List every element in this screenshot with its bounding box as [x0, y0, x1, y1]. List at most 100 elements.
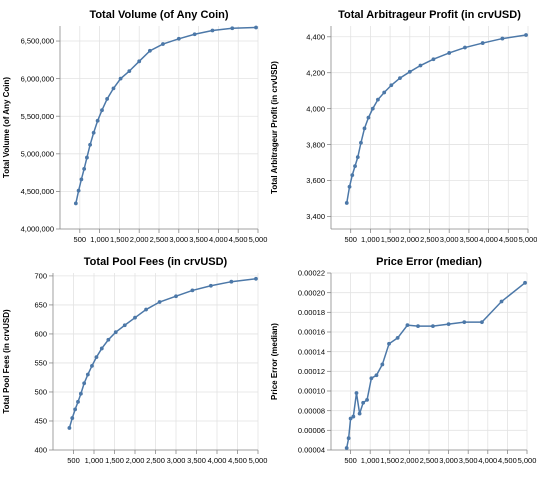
- x-tick-label: 3,000: [167, 456, 186, 465]
- x-tick-label: 3,500: [187, 456, 206, 465]
- y-axis-title: Total Volume (of Any Coin): [2, 77, 11, 179]
- x-tick-label: 4,500: [499, 235, 518, 244]
- data-point: [230, 26, 235, 31]
- data-point: [359, 140, 363, 145]
- data-point: [398, 76, 402, 80]
- data-point: [462, 320, 467, 325]
- data-point: [67, 426, 72, 430]
- chart-panel-pool-fees: 500 1,000 1,500 2,000 2,500 3,000 3,500 4,000 4,…: [0, 250, 268, 500]
- data-point: [118, 76, 123, 81]
- y-tick-label: 0.00018: [298, 308, 325, 317]
- data-point: [70, 416, 75, 420]
- y-axis: 0.00004 0.00006 0.00008 0.00010 0.00012 0.000…: [298, 269, 331, 455]
- y-axis: 4,000,000 4,500,000 5,000,000 5,500,000 6,00…: [21, 37, 60, 234]
- data-points: [344, 280, 527, 450]
- x-axis: 500 1,000 1,500 2,000 2,500 3,000 3,500 4,000 4,…: [67, 450, 267, 465]
- data-point: [122, 323, 127, 328]
- data-point: [210, 28, 215, 33]
- data-point: [407, 69, 412, 74]
- x-tick-label: 3,500: [189, 235, 208, 244]
- data-point: [113, 330, 118, 335]
- x-axis: 500 1,000 1,500 2,000 2,500 3,000 3,500 4,000 4,…: [344, 229, 537, 244]
- data-point: [355, 155, 360, 160]
- x-tick-label: 500: [67, 456, 80, 465]
- data-point: [76, 188, 81, 193]
- x-tick-label: 3,500: [460, 235, 479, 244]
- data-point: [354, 391, 359, 395]
- y-tick-label: 550: [34, 359, 47, 368]
- chart-svg: 500 1,000 1,500 2,000 2,500 3,000 3,500 4,000 4,…: [2, 256, 267, 465]
- data-point: [395, 336, 400, 340]
- y-tick-label: 6,500,000: [21, 37, 54, 46]
- y-tick-label: 0.00010: [298, 387, 325, 396]
- x-axis: 500 1,000 1,500 2,000 2,500 3,000 3,500 4,000 4,…: [74, 229, 267, 244]
- data-point: [144, 307, 148, 312]
- data-point: [389, 83, 394, 88]
- x-tick-label: 5,000: [518, 456, 537, 465]
- y-tick-label: 700: [34, 272, 47, 281]
- y-tick-label: 600: [34, 330, 47, 339]
- data-point: [100, 108, 104, 113]
- x-tick-label: 3,500: [459, 456, 478, 465]
- x-tick-label: 2,500: [420, 456, 439, 465]
- x-tick-label: 4,500: [228, 456, 247, 465]
- data-point: [90, 363, 94, 368]
- x-axis: 500 1,000 1,500 2,000 2,500 3,000 3,500 4,000 4,…: [344, 450, 536, 465]
- data-point: [229, 279, 234, 284]
- data-point: [431, 57, 436, 62]
- data-point: [431, 324, 435, 328]
- y-tick-label: 0.00004: [298, 446, 325, 455]
- y-tick-label: 0.00022: [298, 269, 325, 278]
- x-tick-label: 4,000: [209, 235, 228, 244]
- data-points: [344, 33, 528, 205]
- y-axis-title: Total Arbitrageur Profit (in crvUSD): [270, 61, 279, 194]
- data-point: [416, 324, 420, 328]
- chart-panel-total-volume: 500 1,000 1,500 2,000 2,500 3,000 3,500 4,000 4,…: [0, 0, 268, 250]
- x-tick-label: 1,500: [380, 456, 399, 465]
- y-tick-label: 0.00008: [298, 406, 325, 415]
- x-tick-label: 1,000: [85, 456, 104, 465]
- x-tick-label: 1,500: [110, 235, 129, 244]
- chart-svg: 500 1,000 1,500 2,000 2,500 3,000 3,500 4,000 4,…: [270, 9, 537, 244]
- y-tick-label: 4,000,000: [21, 225, 54, 234]
- data-point: [95, 118, 100, 123]
- x-tick-label: 5,000: [519, 235, 537, 244]
- y-tick-label: 4,200: [306, 68, 325, 77]
- y-tick-label: 4,500,000: [21, 187, 54, 196]
- data-point: [351, 414, 356, 419]
- data-point: [500, 36, 505, 41]
- y-tick-label: 450: [34, 417, 47, 426]
- chart-panel-price-error: 500 1,000 1,500 2,000 2,500 3,000 3,500 4,000 4,…: [268, 250, 537, 500]
- data-point: [73, 407, 78, 412]
- data-points: [67, 276, 258, 430]
- data-point: [524, 33, 528, 37]
- data-point: [147, 48, 152, 53]
- data-point: [78, 391, 83, 396]
- y-axis-title: Price Error (median): [270, 323, 279, 400]
- data-point: [73, 201, 78, 206]
- y-axis: 3,400 3,600 3,800 4,000 4,200 4,400: [306, 32, 331, 221]
- data-point: [82, 166, 87, 171]
- grid: [331, 26, 529, 229]
- chart-panel-arbitrageur-profit: 500 1,000 1,500 2,000 2,500 3,000 3,500 4,000 4,…: [268, 0, 537, 250]
- y-tick-label: 3,800: [306, 140, 325, 149]
- data-point: [370, 106, 375, 111]
- grid: [60, 26, 259, 230]
- data-point: [85, 372, 90, 377]
- chart-title: Total Pool Fees (in crvUSD): [84, 256, 228, 268]
- data-point: [350, 173, 355, 178]
- data-point: [446, 322, 451, 327]
- chart-title: Total Volume (of Any Coin): [89, 9, 228, 21]
- data-point: [161, 42, 165, 46]
- data-point: [380, 362, 385, 367]
- x-tick-label: 4,000: [208, 456, 227, 465]
- x-tick-label: 1,000: [361, 456, 380, 465]
- x-tick-label: 5,000: [249, 456, 268, 465]
- data-point: [348, 416, 353, 421]
- data-point: [366, 115, 371, 120]
- data-point: [137, 59, 142, 64]
- data-point: [85, 155, 89, 160]
- data-point: [254, 276, 258, 281]
- y-tick-label: 0.00016: [298, 328, 325, 337]
